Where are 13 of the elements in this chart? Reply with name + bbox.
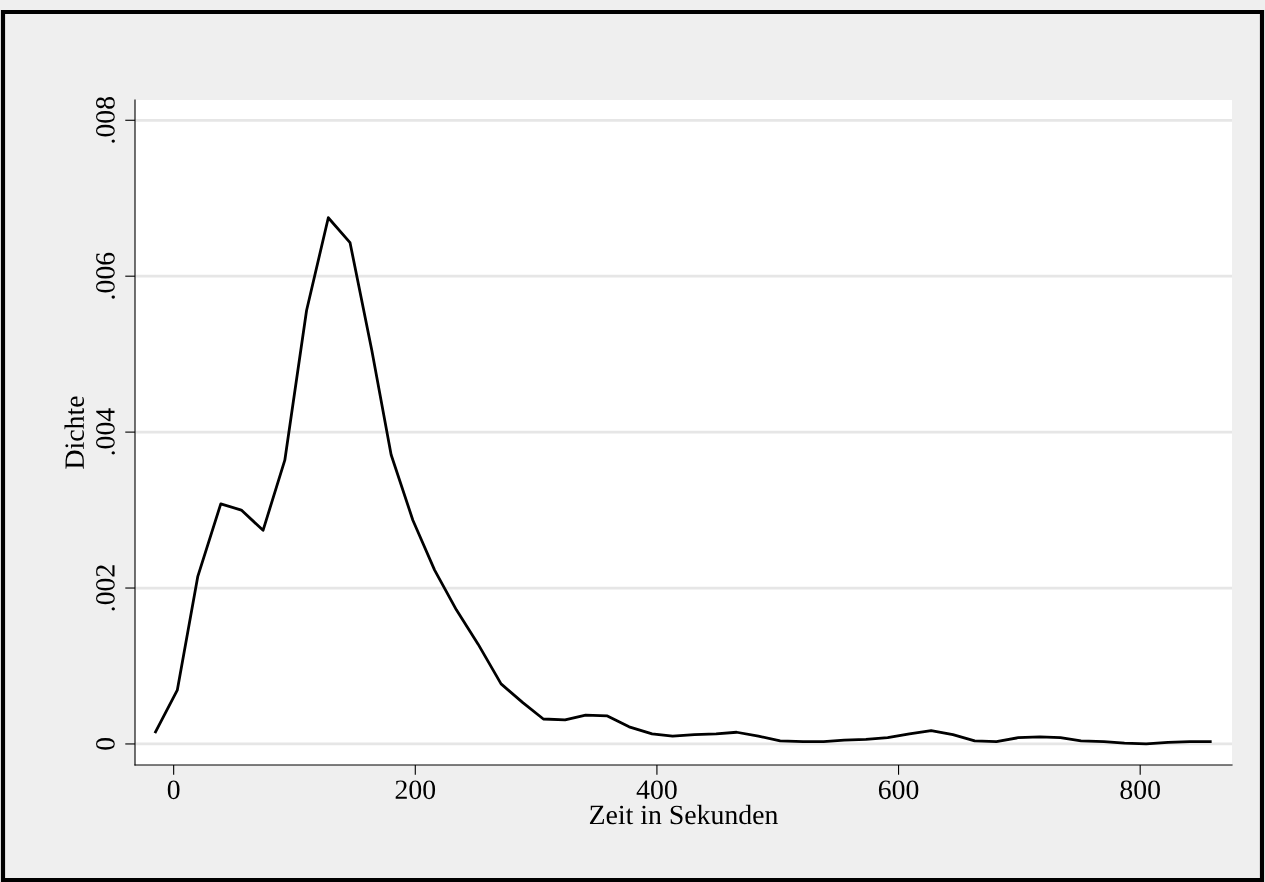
x-tick-label: 0 [167,780,180,800]
x-tick-label: 200 [395,780,436,800]
x-tick-label: 600 [878,780,919,800]
y-tick-label: .004 [96,408,115,455]
x-tick-label: 400 [636,780,677,800]
y-tick-label: .006 [96,252,115,299]
y-tick-label: .002 [96,565,115,611]
x-tick-label: 800 [1120,780,1160,800]
y-axis-title: Dichte [64,396,85,469]
y-tick-label: 0 [96,738,115,750]
y-tick-label: .008 [96,97,115,143]
x-axis-title: Zeit in Sekunden [589,804,778,825]
line-series [154,216,1212,746]
